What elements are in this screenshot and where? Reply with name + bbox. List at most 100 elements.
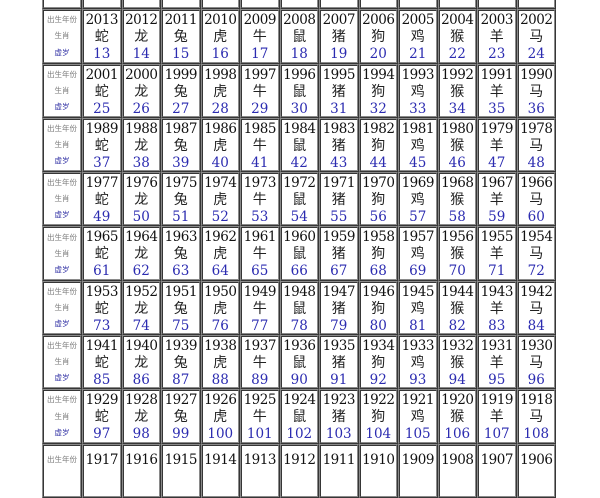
age-label: 虚岁 xyxy=(54,319,70,329)
nominal-age: 96 xyxy=(527,372,545,389)
zodiac-animal: 马 xyxy=(529,409,544,426)
nominal-age: 89 xyxy=(251,372,269,389)
nominal-age: 33 xyxy=(409,100,427,117)
nominal-age: 70 xyxy=(448,263,466,280)
birth-year: 1945 xyxy=(401,283,435,300)
table-cell: 1960 鼠 66 xyxy=(279,226,319,281)
birth-year: 1918 xyxy=(520,392,553,409)
year-label: 出生年份 xyxy=(47,232,77,242)
table-cell: 2007 猪 19 xyxy=(319,9,359,64)
nominal-age: 107 xyxy=(483,426,510,443)
birth-year: 1979 xyxy=(480,120,514,137)
zodiac-animal: 马 xyxy=(529,355,544,372)
table-cell: 1933 鸡 93 xyxy=(398,335,438,390)
zodiac-animal: 羊 xyxy=(489,246,504,263)
table-cell: 1937 牛 89 xyxy=(240,335,280,390)
table-cell: 1962 虎 64 xyxy=(200,226,240,281)
table-cell: 1968 猴 58 xyxy=(437,172,477,227)
zodiac-animal: 鼠 xyxy=(292,246,307,263)
birth-year: 1951 xyxy=(164,283,198,300)
table-cell: 1961 牛 65 xyxy=(240,226,280,281)
nominal-age: 26 xyxy=(132,100,150,117)
table-cell: 1910 xyxy=(358,443,398,498)
zodiac-animal: 鼠 xyxy=(292,29,307,46)
table-cell: 1969 鸡 57 xyxy=(398,172,438,227)
zodiac-animal: 鼠 xyxy=(292,409,307,426)
table-cell: 1984 鼠 42 xyxy=(279,117,319,173)
nominal-age: 40 xyxy=(211,154,229,171)
birth-year: 1991 xyxy=(480,66,514,83)
birth-year: 2005 xyxy=(401,12,435,29)
nominal-age: 25 xyxy=(93,100,111,117)
table-cell: 1921 鸡 105 xyxy=(398,389,438,444)
table-cell: 1940 龙 86 xyxy=(121,335,161,390)
table-cell: 2009 牛 17 xyxy=(240,9,280,64)
age-label: 虚岁 xyxy=(54,427,70,437)
nominal-age: 18 xyxy=(290,46,308,63)
birth-year: 1974 xyxy=(204,175,237,192)
table-cell: 1959 猪 67 xyxy=(319,226,359,281)
zodiac-animal: 鸡 xyxy=(410,300,425,317)
nominal-age: 32 xyxy=(369,100,387,117)
zodiac-animal: 马 xyxy=(529,83,544,100)
table-cell: 2010 虎 16 xyxy=(200,9,240,64)
nominal-age: 50 xyxy=(132,209,150,226)
nominal-age: 19 xyxy=(330,46,348,63)
zodiac-animal: 鼠 xyxy=(292,192,307,209)
birth-year: 2004 xyxy=(441,12,474,29)
zodiac-animal: 兔 xyxy=(173,409,188,426)
nominal-age: 22 xyxy=(448,46,466,63)
birth-year: 1906 xyxy=(520,451,553,468)
animal-label: 生肖 xyxy=(54,248,70,258)
label-cell: 出生年份 xyxy=(42,443,82,498)
birth-year: 1917 xyxy=(85,451,119,468)
zodiac-animal: 兔 xyxy=(173,83,188,100)
zodiac-animal: 蛇 xyxy=(94,29,109,46)
nominal-age: 87 xyxy=(172,372,190,389)
zodiac-animal: 牛 xyxy=(252,29,267,46)
table-cell: 1943 羊 83 xyxy=(477,280,517,336)
nominal-age: 62 xyxy=(132,263,150,280)
zodiac-age-table: 虚岁123456789101112出生年份生肖虚岁2013蛇132012龙142… xyxy=(42,0,556,498)
nominal-age: 59 xyxy=(488,209,506,226)
birth-year: 1915 xyxy=(164,451,198,468)
birth-year: 1907 xyxy=(480,451,514,468)
birth-year: 1983 xyxy=(322,120,356,137)
birth-year: 1914 xyxy=(204,451,237,468)
nominal-age: 81 xyxy=(409,317,427,334)
table-cell: 2013 蛇 13 xyxy=(82,9,122,64)
zodiac-animal: 猴 xyxy=(450,83,465,100)
birth-year: 1924 xyxy=(283,392,316,409)
birth-year: 1938 xyxy=(204,338,237,355)
table-block: 出生年份 1917 1916 1915 1914 1913 1912 1911 1910 1909… xyxy=(42,443,556,498)
nominal-age: 29 xyxy=(251,100,269,117)
zodiac-animal: 牛 xyxy=(252,409,267,426)
table-cell: 1953 蛇 73 xyxy=(82,280,122,336)
zodiac-animal: 蛇 xyxy=(94,300,109,317)
birth-year: 1920 xyxy=(441,392,474,409)
nominal-age: 68 xyxy=(369,263,387,280)
table-cell: 1924 鼠 102 xyxy=(279,389,319,444)
birth-year: 1910 xyxy=(362,451,395,468)
birth-year: 1959 xyxy=(322,229,356,246)
table-cell: 1942 马 84 xyxy=(516,280,556,336)
birth-year: 1978 xyxy=(520,120,553,137)
nominal-age: 105 xyxy=(404,426,431,443)
birth-year: 2000 xyxy=(125,66,158,83)
zodiac-animal: 猪 xyxy=(331,300,346,317)
birth-year: 1993 xyxy=(401,66,435,83)
table-cell: 1909 xyxy=(398,443,438,498)
birth-year: 2010 xyxy=(204,12,237,29)
zodiac-animal: 牛 xyxy=(252,192,267,209)
zodiac-animal: 马 xyxy=(529,246,544,263)
zodiac-animal: 羊 xyxy=(489,192,504,209)
zodiac-animal: 马 xyxy=(529,300,544,317)
birth-year: 1948 xyxy=(283,283,316,300)
birth-year: 1982 xyxy=(362,120,395,137)
table-cell: 7 xyxy=(319,0,359,10)
table-cell: 1956 猴 70 xyxy=(437,226,477,281)
nominal-age: 49 xyxy=(93,209,111,226)
table-cell: 2002 马 24 xyxy=(516,9,556,64)
table-cell: 2004 猴 22 xyxy=(437,9,477,64)
nominal-age: 61 xyxy=(93,263,111,280)
